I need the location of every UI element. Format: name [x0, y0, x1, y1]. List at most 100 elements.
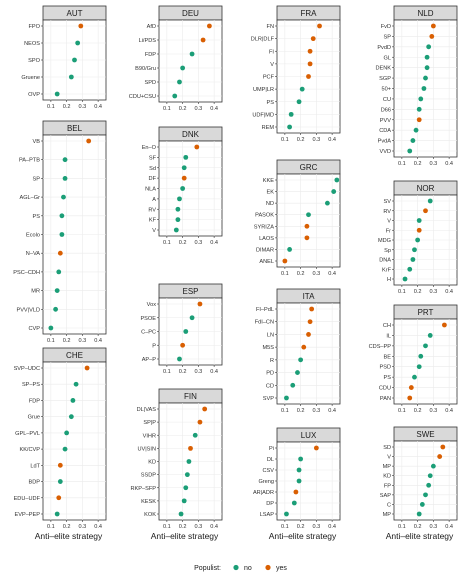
party-point [287, 124, 292, 130]
party-label: V [387, 455, 391, 461]
party-point [423, 492, 428, 498]
party-point [75, 40, 81, 46]
x-tick-label: 0.2 [297, 408, 305, 414]
party-label: CVP [28, 326, 40, 332]
x-tick-label: 0.4 [94, 338, 102, 344]
panel-lux: LUX Pi DL CSV Greng AR|ADR DP LSAP 0.1 0.2 0.3 0.4A… [253, 427, 341, 541]
party-label: SD [383, 445, 391, 451]
party-point [56, 269, 62, 275]
party-point [296, 467, 302, 473]
party-point [440, 444, 446, 450]
x-tick-label: 0.3 [194, 106, 202, 112]
party-point [423, 208, 428, 214]
party-label: Sd [149, 166, 156, 172]
party-label: R [270, 358, 274, 364]
party-label: PvdA [378, 139, 392, 145]
strip-label: GRC [300, 163, 318, 172]
x-tick-label: 0.2 [63, 338, 71, 344]
party-point [307, 48, 313, 54]
strip-label: NLD [417, 9, 433, 18]
party-point [427, 198, 433, 204]
x-axis-title: Anti–elite strategy [151, 531, 219, 541]
x-tick-label: 0.1 [47, 338, 55, 344]
strip-label: LUX [301, 431, 317, 440]
x-tick-label: 0.2 [414, 161, 422, 167]
party-point [304, 235, 310, 241]
strip-label: FRA [301, 9, 318, 18]
party-point [192, 432, 198, 438]
x-tick-label: 0.3 [312, 524, 320, 530]
party-label: AR|ADR [253, 490, 274, 496]
party-label: PCF [263, 75, 275, 81]
party-point [194, 144, 200, 150]
strip-label: BEL [67, 124, 83, 133]
party-label: AfD [147, 24, 156, 30]
party-point [184, 472, 190, 478]
strip-label: CHE [66, 351, 83, 360]
party-label: KD [383, 474, 391, 480]
x-tick-label: 0.2 [297, 137, 305, 143]
party-point [408, 385, 414, 390]
party-label: CDA [379, 128, 391, 134]
party-label: MDG [378, 238, 391, 244]
party-label: SVP–UDC [14, 366, 40, 372]
party-point [416, 106, 422, 112]
party-label: Pi [269, 446, 274, 452]
panel-bel: BEL VB PA–PTB SP AGL–Gr PS Ecolo N–VA PSC–CDH MR P… [13, 120, 107, 344]
x-tick-label: 0.3 [194, 524, 202, 530]
x-tick-label: 0.2 [297, 524, 305, 530]
panel-fin: FIN DL|VAS SP|P VIHR UV|SIN KD SSDP RKP–SFP KESK… [131, 388, 223, 541]
x-tick-label: 0.4 [445, 161, 453, 167]
party-point [407, 148, 413, 154]
party-label: CDS–PP [369, 344, 392, 350]
x-tick-label: 0.4 [328, 271, 336, 277]
party-point [53, 306, 58, 312]
party-point [62, 157, 68, 163]
party-point [442, 322, 447, 328]
party-label: GL [384, 55, 391, 61]
party-label: SVP [263, 396, 274, 402]
x-tick-label: 0.3 [429, 289, 437, 295]
party-point [296, 478, 302, 484]
party-label: RV [383, 209, 391, 215]
party-point [54, 91, 60, 97]
party-label: KK/CVP [19, 447, 40, 453]
x-tick-label: 0.1 [398, 289, 406, 295]
party-label: M5S [262, 345, 274, 351]
party-label: PAN [380, 396, 391, 402]
party-label: DP [266, 501, 274, 507]
party-point [418, 353, 424, 359]
x-tick-label: 0.2 [297, 271, 305, 277]
party-label: MP [383, 464, 392, 470]
party-point [430, 463, 436, 469]
party-point [181, 498, 187, 504]
x-tick-label: 0.3 [429, 161, 437, 167]
party-point [304, 223, 310, 229]
party-point [54, 511, 60, 517]
party-point [86, 138, 92, 144]
party-label: KF [149, 218, 157, 224]
legend-label-no: no [244, 565, 252, 572]
x-tick-label: 0.2 [414, 524, 422, 530]
party-label: LSAP [260, 512, 275, 518]
x-tick-label: 0.3 [78, 524, 86, 530]
party-point [309, 306, 315, 312]
panel-grc: GRC KKE EK ND PASOK SYRIZA LAOS DIMAR ANEL 0.1 0.2… [254, 159, 341, 277]
party-point [413, 127, 419, 133]
party-label: FI [269, 49, 274, 55]
party-point [306, 212, 311, 218]
panel-dnk: DNK En–O SF Sd DF NLA A RV KF V 0.1 0.2 0.3 0.4 [142, 126, 223, 246]
party-point [177, 196, 182, 202]
panel-border [158, 19, 223, 103]
party-point [84, 365, 90, 371]
party-point [172, 93, 178, 99]
party-label: ND [266, 201, 274, 207]
party-point [61, 194, 66, 200]
x-tick-label: 0.1 [281, 524, 289, 530]
x-tick-label: 0.3 [429, 524, 437, 530]
x-tick-label: 0.3 [194, 369, 202, 375]
party-label: SSDP [141, 473, 157, 479]
party-point [78, 23, 84, 29]
party-point [284, 395, 289, 401]
